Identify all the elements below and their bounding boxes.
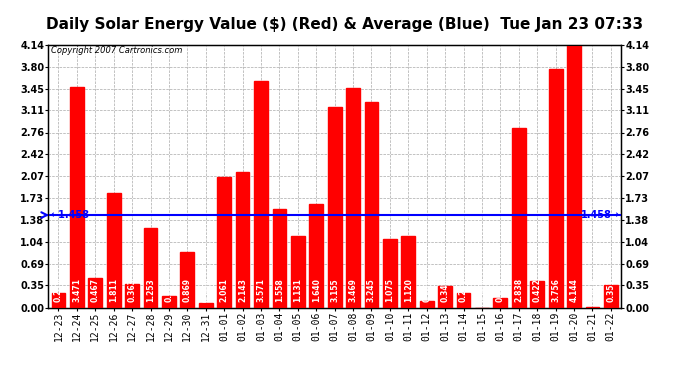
Bar	[88, 278, 102, 308]
Text: 0.000: 0.000	[477, 278, 486, 302]
Text: 0.014: 0.014	[588, 278, 597, 302]
Text: 3.469: 3.469	[348, 278, 357, 302]
Text: 3.756: 3.756	[551, 278, 560, 302]
Text: 1.458→: 1.458→	[581, 210, 620, 220]
Text: 0.143: 0.143	[496, 278, 505, 302]
Bar	[125, 285, 139, 308]
Text: 0.340: 0.340	[441, 278, 450, 302]
Text: 2.061: 2.061	[219, 278, 228, 302]
Text: 0.351: 0.351	[607, 279, 615, 302]
Bar	[328, 108, 342, 307]
Text: 3.155: 3.155	[330, 279, 339, 302]
Bar	[457, 293, 471, 308]
Bar	[144, 228, 157, 308]
Bar	[364, 102, 378, 308]
Text: 0.363: 0.363	[128, 278, 137, 302]
Text: 2.143: 2.143	[238, 278, 247, 302]
Text: 3.245: 3.245	[367, 279, 376, 302]
Bar	[291, 236, 305, 308]
Bar	[383, 239, 397, 308]
Text: 1.120: 1.120	[404, 278, 413, 302]
Bar	[162, 296, 176, 307]
Text: Daily Solar Energy Value ($) (Red) & Average (Blue)  Tue Jan 23 07:33: Daily Solar Energy Value ($) (Red) & Ave…	[46, 17, 644, 32]
Bar	[438, 286, 452, 308]
Bar	[236, 172, 250, 308]
Bar	[199, 303, 213, 307]
Text: 0.467: 0.467	[91, 278, 100, 302]
Bar	[604, 285, 618, 308]
Text: 0.226: 0.226	[459, 278, 468, 302]
Text: 0.422: 0.422	[533, 278, 542, 302]
Text: 3.571: 3.571	[257, 278, 266, 302]
Bar	[254, 81, 268, 308]
Text: 1.253: 1.253	[146, 279, 155, 302]
Bar	[586, 307, 600, 308]
Bar	[549, 69, 562, 308]
Text: 1.558: 1.558	[275, 279, 284, 302]
Bar	[273, 209, 286, 308]
Bar	[493, 298, 507, 307]
Bar	[309, 204, 323, 308]
Text: 0.068: 0.068	[201, 278, 210, 302]
Text: 1.811: 1.811	[109, 278, 118, 302]
Text: 1.640: 1.640	[312, 278, 321, 302]
Bar	[180, 252, 195, 308]
Bar	[70, 87, 83, 308]
Bar	[420, 301, 433, 307]
Bar	[402, 237, 415, 308]
Text: 0.106: 0.106	[422, 278, 431, 302]
Bar	[52, 292, 66, 308]
Bar	[567, 45, 581, 308]
Text: 0.236: 0.236	[54, 278, 63, 302]
Bar	[346, 87, 360, 308]
Text: ←1.458: ←1.458	[50, 210, 89, 220]
Text: 2.838: 2.838	[514, 278, 523, 302]
Bar	[512, 128, 526, 308]
Text: Copyright 2007 Cartronics.com: Copyright 2007 Cartronics.com	[51, 46, 183, 56]
Text: 1.131: 1.131	[293, 278, 302, 302]
Text: 1.075: 1.075	[386, 278, 395, 302]
Bar	[107, 193, 121, 308]
Text: 0.185: 0.185	[164, 278, 173, 302]
Text: 4.144: 4.144	[569, 278, 578, 302]
Bar	[531, 281, 544, 308]
Text: 0.869: 0.869	[183, 278, 192, 302]
Bar	[217, 177, 231, 308]
Text: 3.471: 3.471	[72, 278, 81, 302]
